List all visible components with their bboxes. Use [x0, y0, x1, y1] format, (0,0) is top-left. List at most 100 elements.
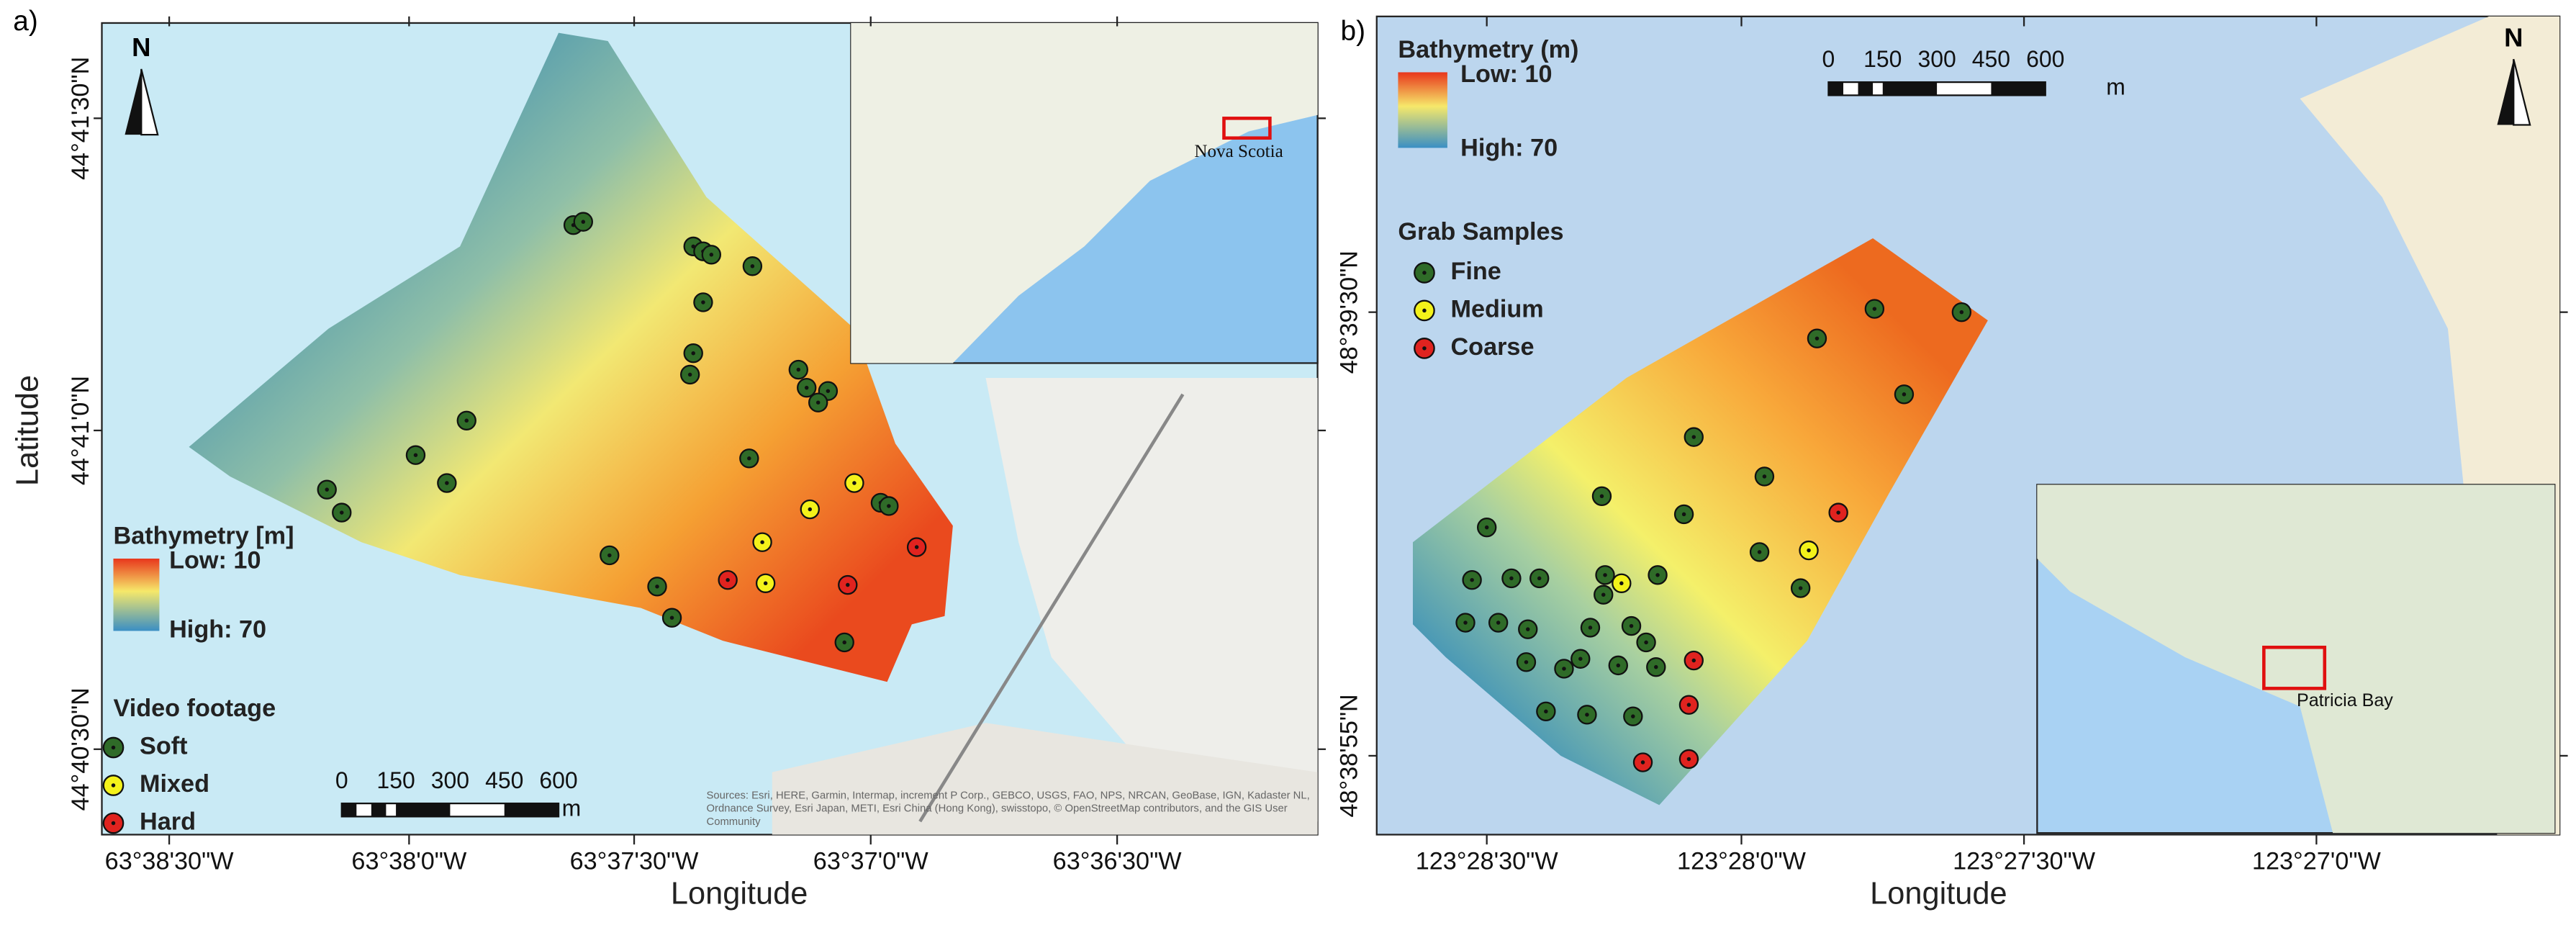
legend-high: High: 70	[1460, 135, 1558, 162]
panel-label: a)	[13, 6, 38, 37]
sample-point-dot	[914, 545, 919, 549]
legend-symbol-dot	[1422, 346, 1427, 351]
inset-land	[851, 22, 1318, 364]
scale-label: 300	[431, 767, 469, 793]
scale-label: 300	[1917, 46, 1956, 72]
sample-point-dot	[1588, 626, 1593, 630]
sample-point-dot	[1470, 577, 1474, 582]
x-axis-label: Longitude	[671, 876, 808, 911]
land	[772, 723, 1318, 835]
sample-point-dot	[1463, 621, 1468, 625]
y-tick-label: 44°40'30"N	[67, 687, 94, 811]
x-tick-label: 123°28'30"W	[1416, 847, 1559, 875]
land	[985, 377, 1318, 822]
y-tick-label: 44°41'30"N	[67, 57, 94, 180]
sample-point-dot	[804, 385, 809, 390]
scale-bar-segment	[504, 803, 559, 817]
sample-point-dot	[1686, 703, 1691, 707]
sample-point-dot	[852, 481, 857, 485]
sample-point-dot	[1599, 494, 1604, 499]
sample-point-dot	[1902, 392, 1907, 397]
y-tick-label: 48°39'30"N	[1335, 251, 1362, 374]
legend-title: Video footage	[113, 695, 276, 722]
sample-point-dot	[1526, 627, 1530, 631]
y-tick-label: 44°41'0"N	[67, 376, 94, 485]
x-tick-label: 63°38'30"W	[105, 847, 235, 875]
sample-point-dot	[655, 585, 659, 589]
north-arrow	[2513, 58, 2531, 126]
sample-point-dot	[1509, 576, 1514, 581]
legend-title: Grab Samples	[1398, 218, 1563, 245]
sample-point-dot	[1654, 664, 1658, 669]
sample-point-dot	[1619, 581, 1624, 585]
sample-point-dot	[760, 540, 764, 544]
x-tick-label: 123°27'30"W	[1953, 847, 2096, 875]
x-tick-label: 123°28'0"W	[1677, 847, 1807, 875]
sample-point-dot	[1544, 709, 1548, 714]
north-arrow	[140, 68, 159, 136]
sample-point-dot	[691, 351, 695, 356]
sample-point-dot	[1836, 510, 1840, 515]
sample-point-dot	[607, 553, 612, 558]
legend-symbol-dot	[111, 783, 116, 788]
sample-point-dot	[846, 582, 850, 587]
legend-item: Mixed	[140, 770, 209, 798]
legend-symbol-dot	[1422, 271, 1427, 275]
scale-label: 0	[1822, 46, 1835, 72]
sample-point-dot	[796, 367, 801, 372]
x-axis-label: Longitude	[1870, 876, 2007, 911]
sample-point-dot	[1601, 592, 1606, 597]
sample-point-dot	[1629, 623, 1634, 628]
scale-label: 150	[1863, 46, 1902, 72]
scale-label: 600	[539, 767, 577, 793]
sample-point-dot	[826, 389, 831, 393]
scale-label: 150	[376, 767, 415, 793]
sample-point-dot	[815, 400, 821, 405]
sample-point-dot	[747, 456, 751, 461]
legend-symbol-dot	[111, 745, 116, 750]
sample-point-dot	[1640, 760, 1645, 764]
north-label: N	[2504, 22, 2523, 52]
sample-point-dot	[1691, 658, 1696, 663]
legend-item: Coarse	[1450, 333, 1534, 361]
scale-bar-segment	[1828, 82, 1843, 96]
y-tick-label: 48°38'55"N	[1335, 694, 1362, 817]
scale-bar-segment	[341, 803, 357, 817]
scale-bar-segment	[1882, 82, 1938, 96]
sample-point-dot	[1807, 548, 1811, 553]
sample-point-dot	[413, 453, 418, 457]
scale-unit: m	[2106, 74, 2125, 100]
legend-title: Bathymetry [m]	[113, 522, 294, 549]
scale-label: 600	[2026, 46, 2064, 72]
scale-label: 450	[1972, 46, 2010, 72]
sample-point-dot	[445, 481, 449, 485]
inset-label: Nova Scotia	[1194, 142, 1283, 161]
sample-point-dot	[1537, 576, 1542, 581]
bridge	[918, 393, 1185, 823]
sample-point-dot	[1578, 656, 1583, 661]
legend-item: Soft	[140, 733, 188, 760]
legend-item: Fine	[1450, 258, 1501, 285]
sample-point-dot	[1631, 714, 1635, 718]
legend-high: High: 70	[169, 615, 266, 643]
sample-point-dot	[340, 510, 344, 515]
sample-point-dot	[1524, 660, 1529, 664]
sample-point-dot	[325, 487, 329, 492]
color-ramp	[113, 559, 160, 631]
scale-label: 0	[335, 767, 348, 793]
x-tick-label: 63°36'30"W	[1053, 847, 1183, 875]
scale-bar-segment	[371, 803, 387, 817]
attribution: Sources: Esri, HERE, Garmin, Intermap, i…	[706, 790, 1310, 829]
sample-point-dot	[1562, 667, 1566, 671]
sample-point-dot	[726, 577, 730, 582]
sample-point-dot	[1815, 336, 1820, 340]
sample-point-dot	[701, 300, 705, 304]
sample-point-dot	[1681, 512, 1686, 517]
sample-point-dot	[1644, 640, 1648, 645]
sample-point-dot	[1484, 525, 1489, 530]
sample-point-dot	[1872, 307, 1877, 311]
y-axis-label: Latitude	[11, 375, 45, 486]
sample-point-dot	[1959, 310, 1964, 315]
scale-bar-segment	[396, 803, 451, 817]
